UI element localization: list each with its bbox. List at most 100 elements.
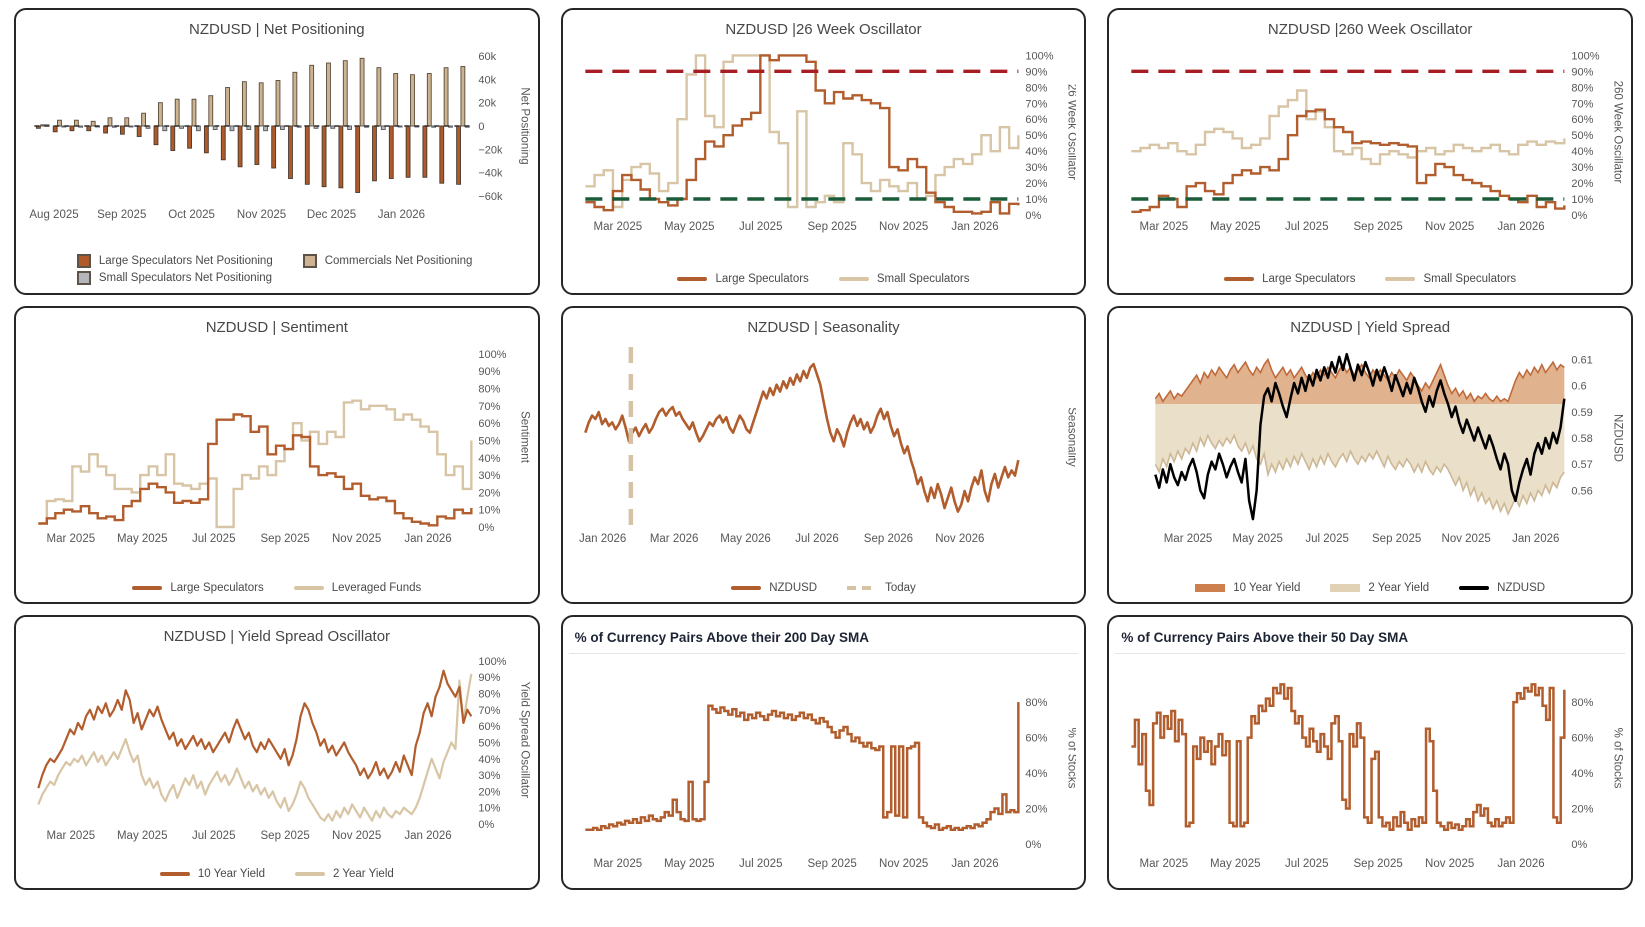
svg-text:10%: 10% (1025, 194, 1047, 206)
svg-text:Mar 2025: Mar 2025 (47, 533, 96, 545)
svg-text:Jan 2026: Jan 2026 (1498, 858, 1545, 870)
chart-title: NZDUSD |260 Week Oscillator (1267, 21, 1473, 38)
svg-text:10%: 10% (1572, 194, 1594, 206)
svg-text:100%: 100% (478, 349, 506, 361)
legend-swatch (1459, 586, 1490, 590)
svg-text:60%: 60% (1025, 114, 1047, 126)
seasonality-chart: Jan 2026 Mar 2026 May 2026 Jul 2026 Sep 2026… (579, 347, 1076, 545)
svg-text:50%: 50% (1025, 130, 1047, 142)
yield-spread-chart: 0.61 0.6 0.59 0.58 0.57 0.56 Mar 2025 May 2025 J… (1154, 352, 1623, 545)
net-positioning-chart: 60k 40k 20k 0 −20k −40k −60k Aug 2025 Sep 2025 Oc… (29, 51, 529, 221)
legend-swatch (293, 586, 324, 590)
svg-text:20%: 20% (478, 487, 500, 499)
svg-text:NZDUSD: NZDUSD (1612, 414, 1623, 462)
svg-text:Mar 2025: Mar 2025 (1140, 221, 1189, 233)
legend-label: Large Speculators Net Positioning (98, 255, 273, 267)
svg-text:20%: 20% (1572, 804, 1594, 816)
svg-text:Yield Spread Oscillator: Yield Spread Oscillator (518, 682, 529, 799)
svg-text:May 2025: May 2025 (664, 858, 715, 870)
svg-text:−40k: −40k (478, 168, 503, 180)
chart-title: NZDUSD | Yield Spread Oscillator (163, 628, 391, 645)
svg-text:20%: 20% (1025, 804, 1047, 816)
legend-item-large-speculators[interactable]: Large Speculators (677, 273, 809, 285)
legend-item-large-speculators-net-positioning[interactable]: Large Speculators Net Positioning (76, 254, 273, 268)
svg-text:Mar 2025: Mar 2025 (1164, 533, 1213, 545)
svg-text:Sep 2025: Sep 2025 (1354, 858, 1403, 870)
svg-text:90%: 90% (478, 366, 500, 378)
panel-seasonality: NZDUSD | Seasonality Jan 2026 Mar 2026 May… (560, 306, 1087, 604)
svg-text:Jul 2025: Jul 2025 (1285, 858, 1328, 870)
svg-text:−60k: −60k (478, 191, 503, 203)
legend-item-2-year-yield[interactable]: 2 Year Yield (295, 868, 394, 880)
svg-text:May 2026: May 2026 (720, 533, 771, 545)
chart-title: NZDUSD | Yield Spread (1290, 319, 1451, 336)
panel-26-week-oscillator: NZDUSD |26 Week Oscillator 100% 90% 80% 70%… (560, 8, 1087, 295)
svg-text:Dec 2025: Dec 2025 (307, 209, 356, 221)
chart-title: % of Currency Pairs Above their 200 Day … (568, 621, 1079, 654)
svg-text:% of Stocks: % of Stocks (1065, 728, 1076, 789)
svg-text:Sep 2025: Sep 2025 (1372, 533, 1421, 545)
svg-text:50%: 50% (478, 737, 500, 749)
svg-text:0%: 0% (478, 522, 494, 534)
svg-text:30%: 30% (478, 470, 500, 482)
legend-item-10-year-yield[interactable]: 10 Year Yield (159, 868, 265, 880)
svg-text:80%: 80% (478, 384, 500, 396)
legend-swatch (1195, 584, 1226, 592)
svg-text:Sep 2025: Sep 2025 (261, 533, 310, 545)
svg-text:Sep 2025: Sep 2025 (97, 209, 146, 221)
svg-text:Nov 2025: Nov 2025 (1425, 858, 1474, 870)
legend-item-commercials-net-positioning[interactable]: Commercials Net Positioning (302, 254, 472, 268)
legend-item-nzdusd[interactable]: NZDUSD (731, 582, 817, 594)
legend-item-small-speculators[interactable]: Small Speculators (838, 273, 970, 285)
legend-item-leveraged-funds[interactable]: Leveraged Funds (293, 582, 421, 594)
svg-text:60k: 60k (478, 51, 496, 63)
legend-item-large-speculators[interactable]: Large Speculators (132, 582, 264, 594)
legend-label: NZDUSD (1497, 582, 1546, 594)
svg-text:Nov 2025: Nov 2025 (237, 209, 286, 221)
svg-text:Jan 2026: Jan 2026 (404, 533, 451, 545)
svg-text:Sep 2025: Sep 2025 (261, 830, 310, 842)
legend-item-10-year-yield[interactable]: 10 Year Yield (1195, 582, 1300, 594)
svg-text:May 2025: May 2025 (1233, 533, 1284, 545)
svg-text:0: 0 (478, 121, 484, 133)
svg-text:60%: 60% (1025, 733, 1047, 745)
legend-label: 2 Year Yield (333, 868, 394, 880)
svg-text:80%: 80% (1025, 82, 1047, 94)
legend-item-small-speculators[interactable]: Small Speculators (1385, 273, 1516, 285)
legend-swatch (1385, 277, 1416, 281)
svg-text:100%: 100% (478, 656, 506, 668)
legend-item-large-speculators[interactable]: Large Speculators (1224, 273, 1355, 285)
svg-text:40%: 40% (478, 453, 500, 465)
osc-26-week-chart: 100% 90% 80% 70% 60% 50% 40% 30% 20% 10% 0% Mar 202… (584, 50, 1076, 233)
legend-item-today[interactable]: Today (847, 582, 916, 594)
svg-text:May 2025: May 2025 (117, 830, 168, 842)
legend-swatch (295, 872, 326, 876)
svg-text:0.56: 0.56 (1572, 485, 1593, 497)
legend-swatch (132, 586, 163, 590)
svg-text:90%: 90% (1025, 66, 1047, 78)
svg-text:30%: 30% (478, 770, 500, 782)
svg-text:0%: 0% (478, 819, 494, 831)
svg-text:% of Stocks: % of Stocks (1612, 728, 1623, 789)
panel-sentiment: NZDUSD | Sentiment 100% 90% 80% 70% 60% 50% 40… (14, 306, 540, 604)
panel-yield-spread-oscillator: NZDUSD | Yield Spread Oscillator 100% 90%… (14, 615, 540, 890)
legend-swatch (838, 277, 869, 281)
legend-item-small-speculators-net-positioning[interactable]: Small Speculators Net Positioning (76, 271, 273, 285)
svg-text:30%: 30% (1572, 162, 1594, 174)
legend-label: Small Speculators (876, 273, 970, 285)
svg-text:0.58: 0.58 (1572, 433, 1593, 445)
legend-swatch (76, 271, 91, 285)
svg-text:20%: 20% (1572, 178, 1594, 190)
legend-label: 10 Year Yield (1233, 582, 1301, 594)
svg-text:Nov 2026: Nov 2026 (935, 533, 984, 545)
svg-text:Jan 2026: Jan 2026 (951, 858, 998, 870)
svg-text:90%: 90% (478, 672, 500, 684)
svg-text:0%: 0% (1572, 210, 1588, 222)
svg-text:60%: 60% (1572, 114, 1594, 126)
svg-text:Nov 2025: Nov 2025 (879, 221, 928, 233)
legend-item-nzdusd[interactable]: NZDUSD (1459, 582, 1545, 594)
panel-net-positioning: NZDUSD | Net Positioning 60k 40k 20k 0 −20k −… (14, 8, 540, 295)
legend-label: Small Speculators Net Positioning (98, 272, 273, 284)
panel-260-week-oscillator: NZDUSD |260 Week Oscillator 100% 90% 80% 70… (1107, 8, 1633, 295)
legend-item-2-year-yield[interactable]: 2 Year Yield (1330, 582, 1429, 594)
